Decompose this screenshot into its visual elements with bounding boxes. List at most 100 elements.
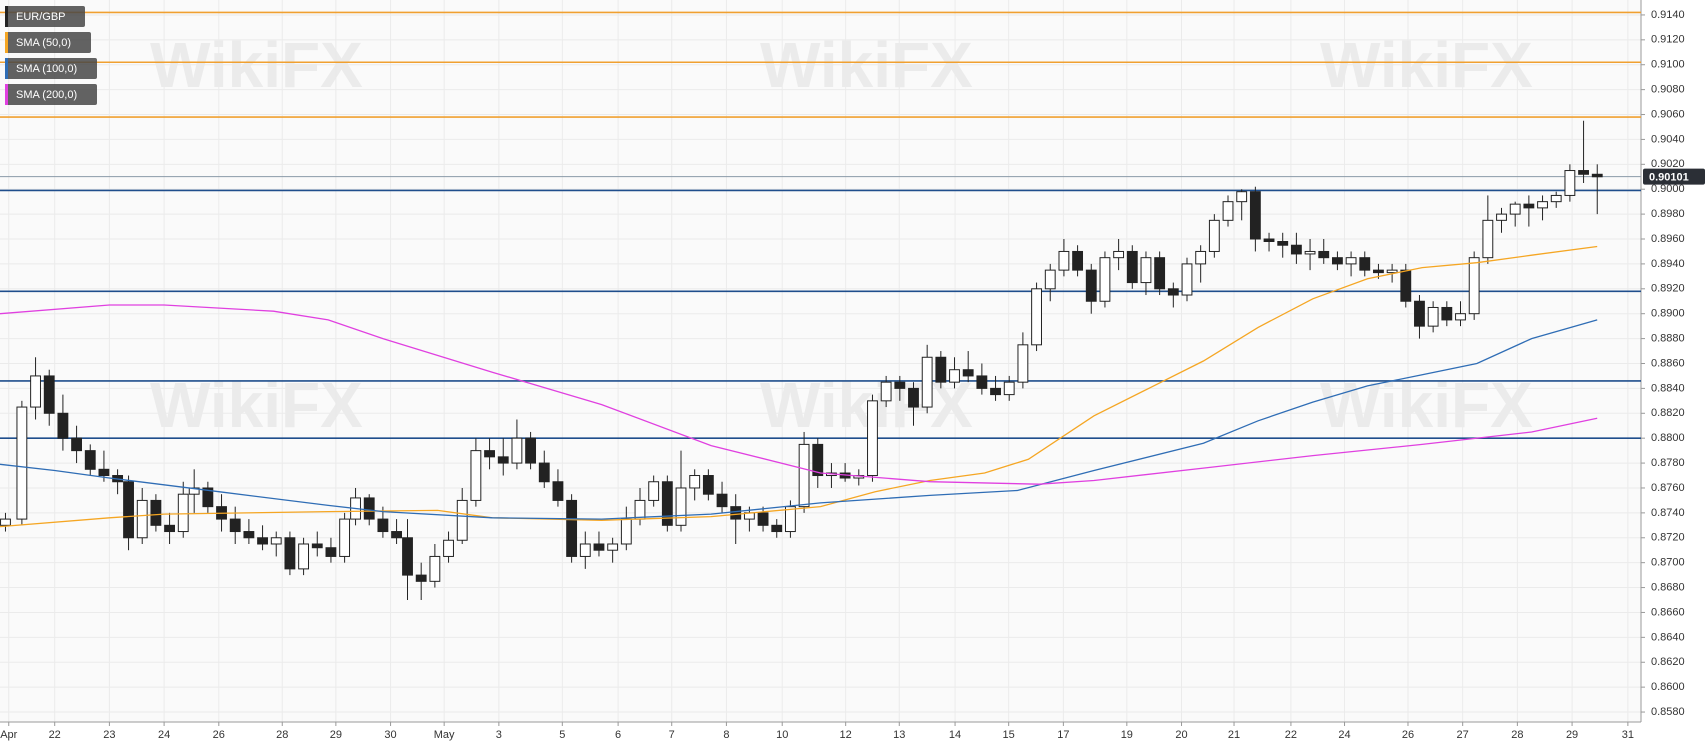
candle-body <box>1331 257 1343 265</box>
candle-body <box>552 481 564 501</box>
candle-body <box>150 499 162 526</box>
candle-body <box>661 481 673 526</box>
x-tick-label: 30 <box>384 729 396 741</box>
candle-body <box>1304 250 1316 255</box>
candle-body <box>1236 191 1248 203</box>
candle-body <box>84 450 96 470</box>
x-tick-label: 20 <box>1175 729 1187 741</box>
y-tick-label: 0.8980 <box>1651 208 1685 220</box>
price-label-box <box>1643 168 1705 185</box>
candle-body <box>1427 306 1439 327</box>
x-tick-label: 3 <box>496 729 502 741</box>
x-tick-label: 17 <box>1057 729 1069 741</box>
candle-body <box>298 543 310 570</box>
candle-body <box>497 456 509 464</box>
candle-body <box>1263 238 1275 242</box>
candle-body <box>620 518 632 545</box>
x-tick-label: 6 <box>615 729 621 741</box>
x-tick-label: May <box>434 729 455 741</box>
candle-body <box>593 543 605 551</box>
candle-body <box>415 574 427 582</box>
watermark: WikiFX <box>150 369 363 441</box>
x-tick-label: 27 <box>1457 729 1469 741</box>
y-tick-label: 0.9040 <box>1651 133 1685 145</box>
y-tick-label: 0.8580 <box>1651 706 1685 718</box>
candle-body <box>566 499 578 557</box>
sma-line <box>0 245 1598 528</box>
candle-body <box>257 537 268 545</box>
x-tick-label: 28 <box>1511 729 1523 741</box>
candle-body <box>634 499 646 520</box>
x-tick-label: 31 <box>1622 729 1634 741</box>
legend-label: SMA (200,0) <box>16 89 77 101</box>
candle-body <box>1195 250 1207 265</box>
candle-body <box>867 400 878 477</box>
candle-body <box>1523 203 1535 209</box>
candle-body <box>648 481 660 501</box>
candle-body <box>243 531 255 539</box>
candle-body <box>716 493 728 508</box>
candle-body <box>284 537 296 570</box>
candle-body <box>339 518 351 557</box>
candle-body <box>908 387 919 408</box>
y-tick-label: 0.8740 <box>1651 507 1685 519</box>
candle-body <box>538 462 550 483</box>
x-tick-label: 12 <box>840 729 852 741</box>
candle-body <box>229 518 241 533</box>
legend-label: SMA (100,0) <box>16 63 77 75</box>
candle-body <box>123 481 134 539</box>
candle-body <box>1345 257 1357 265</box>
candle-body <box>164 524 175 533</box>
candle-body <box>1208 219 1220 252</box>
candle-body <box>1249 191 1261 240</box>
candle-body <box>456 499 468 541</box>
candle-body <box>363 497 375 520</box>
candle-body <box>1140 257 1152 284</box>
candle-body <box>579 543 591 557</box>
candle-body <box>1564 170 1576 196</box>
candle-body <box>757 512 769 526</box>
legend-box <box>5 58 97 79</box>
candle-body <box>202 487 214 508</box>
candle-body <box>311 543 323 549</box>
candle-body <box>57 412 69 439</box>
y-tick-label: 0.9020 <box>1651 158 1685 170</box>
candle-body <box>1222 201 1234 221</box>
x-tick-label: 10 <box>776 729 788 741</box>
candle-body <box>325 547 337 557</box>
candle-body <box>1468 257 1480 315</box>
candle-body <box>177 493 189 533</box>
y-tick-label: 0.9120 <box>1651 34 1685 46</box>
legend-label: SMA (50,0) <box>16 37 71 49</box>
candle-body <box>1509 203 1521 215</box>
candle-body <box>689 475 701 489</box>
candle-body <box>1072 250 1084 271</box>
candle-body <box>43 375 55 414</box>
y-tick-label: 0.8700 <box>1651 557 1685 569</box>
candle-body <box>1578 170 1589 175</box>
candle-body <box>1414 300 1425 327</box>
y-tick-label: 0.8880 <box>1651 332 1685 344</box>
candle-body <box>880 381 892 402</box>
candle-body <box>1482 219 1494 259</box>
candle-body <box>1017 344 1029 383</box>
x-tick-label: 28 <box>276 729 288 741</box>
candle-body <box>1113 250 1125 259</box>
y-tick-label: 0.8840 <box>1651 382 1685 394</box>
candle-body <box>730 506 742 520</box>
candle-body <box>1085 269 1097 302</box>
candle-body <box>1154 257 1166 290</box>
candle-body <box>921 356 933 408</box>
x-tick-label: 5 <box>559 729 565 741</box>
y-tick-label: 0.8720 <box>1651 532 1685 544</box>
candle-body <box>1277 240 1289 246</box>
y-tick-label: 0.8600 <box>1651 681 1685 693</box>
x-tick-label: 15 <box>1003 729 1015 741</box>
candle-body <box>391 531 402 539</box>
candle-body <box>1126 250 1138 284</box>
y-tick-label: 0.9060 <box>1651 108 1685 120</box>
price-label: 0.90101 <box>1649 172 1689 184</box>
x-tick-label: 21 <box>1228 729 1240 741</box>
candle-body <box>1003 381 1015 396</box>
